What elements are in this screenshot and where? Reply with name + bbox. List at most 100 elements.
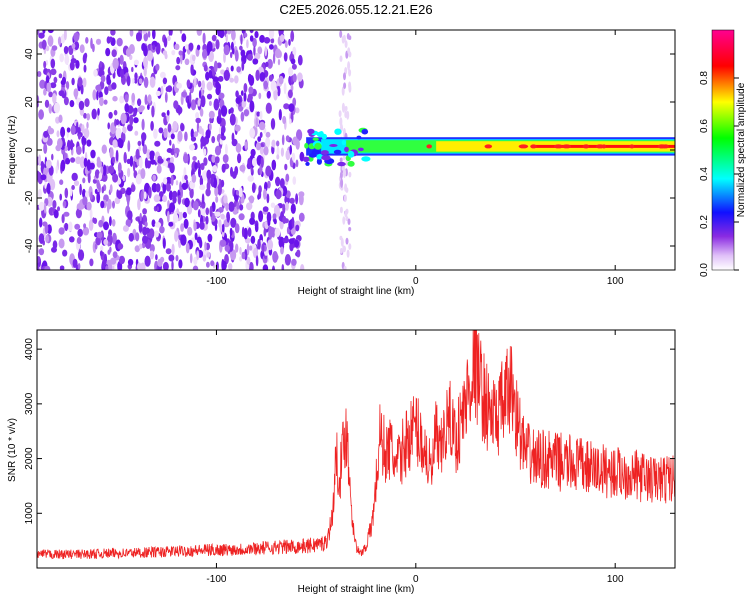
heatmap-cell: [138, 157, 143, 169]
heatmap-cell: [181, 91, 188, 98]
snr-x-tick-label: 100: [607, 574, 624, 585]
heatmap-cell: [178, 259, 183, 269]
heatmap-cell: [44, 265, 51, 270]
heatmap-cell: [90, 37, 93, 49]
snr-y-tick-label: 3000: [24, 392, 35, 415]
heatmap-cell: [266, 193, 270, 204]
heatmap-cell: [163, 37, 168, 48]
heatmap-cell: [162, 261, 169, 270]
heatmap-cell: [426, 144, 433, 149]
snr-x-axis-label: Height of straight line (km): [298, 584, 415, 595]
heatmap-cell: [584, 144, 589, 149]
heatmap-cell: [214, 156, 220, 164]
heatmap-cell: [291, 63, 297, 70]
heatmap-cell: [255, 69, 260, 82]
heatmap-cell: [197, 80, 202, 88]
heatmap-cell: [139, 212, 142, 222]
heatmap-cell: [86, 121, 89, 129]
heatmap-cell: [171, 243, 175, 256]
heatmap-cell: [159, 226, 165, 234]
heatmap-cell: [215, 81, 220, 89]
heatmap-cell: [43, 60, 47, 69]
heatmap-cell: [39, 79, 46, 89]
heatmap-cell: [117, 243, 124, 250]
heatmap-cell: [194, 232, 198, 241]
heatmap-cell: [44, 181, 47, 189]
heatmap-cell: [231, 30, 236, 41]
heatmap-cell: [129, 30, 134, 37]
heatmap-cell: [135, 148, 140, 160]
heatmap-cell: [236, 202, 240, 210]
heatmap-cell: [195, 112, 200, 119]
heatmap-cell: [170, 30, 173, 36]
heatmap-cell: [340, 237, 344, 247]
heatmap-cell: [170, 156, 174, 164]
heatmap-cell: [258, 190, 262, 200]
heatmap-cell: [131, 92, 136, 103]
heatmap-cell: [167, 35, 171, 42]
heatmap-cell: [98, 172, 103, 181]
snr-panel: -100 0 100 1000 2000 3000 4000 Height of strai…: [7, 329, 676, 595]
heatmap-cell: [86, 139, 92, 147]
heatmap-cell: [96, 156, 101, 165]
heatmap-cell: [141, 118, 145, 131]
heatmap-cell: [165, 86, 170, 92]
heatmap-cell: [170, 174, 174, 186]
heatmap-cell: [347, 160, 355, 167]
heatmap-cell: [77, 77, 83, 87]
heatmap-cell: [52, 200, 57, 209]
snr-x-tick-label: 0: [413, 574, 419, 585]
heatmap-cell: [83, 223, 87, 229]
heatmap-cell: [166, 109, 170, 116]
heatmap-cell: [221, 125, 226, 134]
heatmap-cell: [48, 165, 54, 176]
snr-y-tick-label: 1000: [24, 502, 35, 525]
heatmap-cell: [211, 201, 216, 212]
heatmap-cell: [124, 94, 129, 103]
heatmap-cell: [95, 236, 101, 246]
heatmap-cell: [210, 260, 215, 267]
heatmap-cell: [38, 248, 45, 256]
heatmap-x-tick-label: -100: [206, 276, 226, 287]
heatmap-cell: [209, 123, 212, 131]
heatmap-cell: [142, 208, 148, 215]
heatmap-cell: [224, 244, 230, 252]
heatmap-cell: [198, 90, 202, 99]
heatmap-cell: [147, 94, 152, 104]
heatmap-cell: [273, 253, 279, 261]
heatmap-cell: [47, 125, 52, 134]
heatmap-cell: [305, 161, 310, 166]
heatmap-cell: [235, 90, 239, 98]
heatmap-cell: [107, 202, 110, 214]
heatmap-cell: [119, 54, 124, 65]
heatmap-cell: [257, 136, 262, 142]
heatmap-cell: [101, 144, 108, 154]
heatmap-cell: [153, 194, 161, 203]
heatmap-cell: [89, 258, 94, 267]
heatmap-cell: [64, 223, 68, 232]
heatmap-cell: [230, 249, 237, 261]
heatmap-cell: [96, 179, 100, 190]
heatmap-cell: [228, 109, 231, 115]
heatmap-cell: [239, 256, 243, 262]
heatmap-cell: [197, 209, 201, 218]
heatmap-cell: [154, 230, 159, 238]
heatmap-cell: [151, 105, 155, 118]
heatmap-cell: [197, 160, 200, 169]
heatmap-cell: [174, 230, 179, 242]
heatmap-cell: [117, 137, 123, 148]
heatmap-cell: [267, 218, 271, 227]
heatmap-cell: [189, 144, 195, 151]
heatmap-cell: [348, 227, 352, 232]
heatmap-cell: [269, 44, 274, 50]
heatmap-cell: [81, 135, 87, 146]
heatmap-cell: [122, 126, 127, 134]
snr-plot-area: [37, 330, 675, 568]
heatmap-cell: [193, 78, 197, 88]
heatmap-cell: [292, 176, 297, 185]
heatmap-cell: [77, 263, 81, 270]
heatmap-cell: [298, 193, 304, 206]
heatmap-cell: [601, 144, 607, 149]
heatmap-cell: [254, 30, 259, 39]
heatmap-cell: [156, 164, 162, 174]
